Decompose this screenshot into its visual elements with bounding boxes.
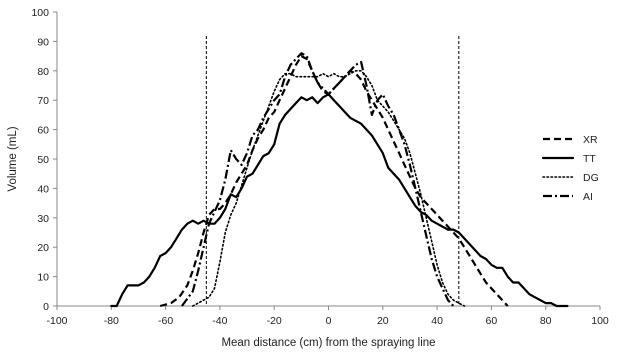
y-tick-label: 60	[37, 125, 49, 137]
y-tick-label: 80	[37, 66, 49, 78]
x-tick-label: -100	[46, 315, 67, 327]
x-axis-title: Mean distance (cm) from the spraying lin…	[221, 337, 435, 349]
x-tick-label: 0	[326, 315, 332, 327]
legend-label-tt: TT	[583, 153, 596, 165]
x-tick-label: -80	[104, 315, 119, 327]
y-tick-label: 0	[43, 301, 49, 313]
x-tick-label: 100	[591, 315, 609, 327]
y-tick-label: 100	[31, 7, 49, 19]
x-tick-label: -20	[267, 315, 282, 327]
series-line-xr	[159, 54, 509, 308]
x-tick-label: 20	[377, 315, 389, 327]
tick-labels: 0 10 20 30 40 50 60 70 80 90 100 -100 -80 -60 -40 -20 0 2…	[31, 7, 608, 327]
reference-lines	[205, 36, 460, 306]
y-tick-label: 30	[37, 213, 49, 225]
y-tick-label: 50	[37, 154, 49, 166]
x-tick-label: 40	[431, 315, 443, 327]
y-tick-label: 70	[37, 95, 49, 107]
series-line-dg	[192, 70, 466, 307]
y-axis-title: Volume (mL)	[7, 126, 19, 191]
y-tick-label: 20	[37, 242, 49, 254]
series-line-tt	[110, 93, 569, 308]
axes	[53, 11, 601, 310]
x-tick-label: -40	[212, 315, 227, 327]
legend-label-xr: XR	[583, 134, 598, 146]
y-tick-label: 40	[37, 183, 49, 195]
y-tick-label: 10	[37, 272, 49, 284]
series-lines	[110, 52, 569, 308]
y-tick-label: 90	[37, 36, 49, 48]
series-line-ai	[181, 52, 455, 307]
legend-label-dg: DG	[583, 172, 599, 184]
legend: XR TT DG AI	[541, 134, 599, 203]
legend-label-ai: AI	[583, 191, 593, 203]
x-tick-label: -60	[158, 315, 173, 327]
x-tick-label: 80	[540, 315, 552, 327]
x-tick-label: 60	[486, 315, 498, 327]
